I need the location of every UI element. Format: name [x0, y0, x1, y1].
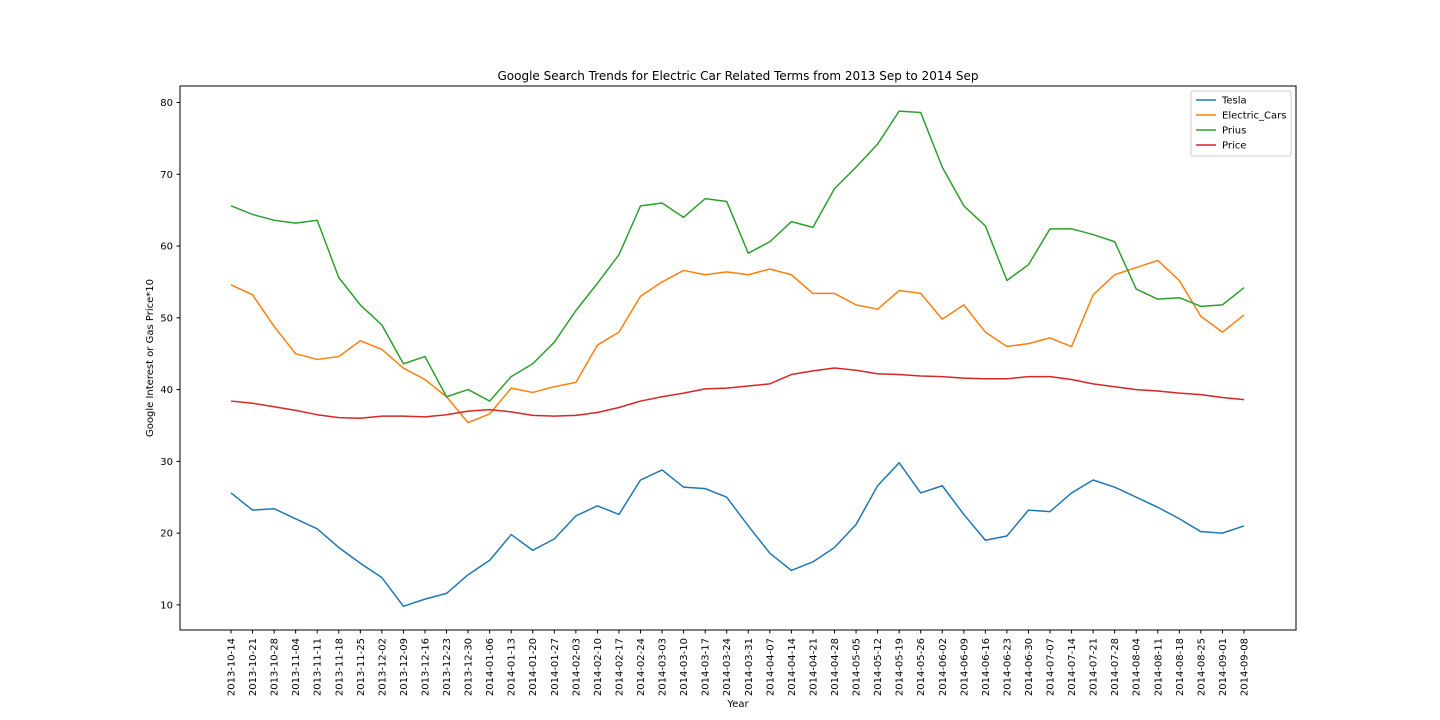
x-tick-label: 2013-12-23 — [442, 638, 453, 696]
y-tick-label: 60 — [160, 242, 173, 253]
x-tick-label: 2013-11-11 — [313, 638, 324, 696]
x-tick-label: 2014-09-08 — [1240, 638, 1251, 696]
x-axis: 2013-10-14 2013-10-21 2013-10-28 2013-11-04… — [227, 630, 1251, 696]
x-tick-label: 2014-08-18 — [1175, 638, 1186, 696]
y-tick-label: 70 — [160, 170, 173, 181]
y-tick-label: 80 — [160, 98, 173, 109]
x-tick-label: 2014-06-02 — [938, 638, 949, 696]
x-tick-label: 2014-04-14 — [787, 638, 798, 696]
y-tick-label: 20 — [160, 529, 173, 540]
x-tick-label: 2014-08-04 — [1132, 638, 1143, 696]
x-tick-label: 2014-03-03 — [658, 638, 669, 696]
series-layer — [230, 110, 1245, 608]
x-tick-label: 2014-07-28 — [1110, 638, 1121, 696]
y-axis: 10 20 30 40 50 60 70 80 — [160, 98, 180, 611]
x-tick-label: 2014-07-21 — [1089, 638, 1100, 696]
x-tick-label: 2014-02-24 — [636, 638, 647, 696]
x-tick-label: 2014-04-28 — [830, 638, 841, 696]
series-line-tesla — [230, 462, 1245, 608]
x-tick-label: 2014-03-31 — [744, 638, 755, 696]
x-tick-label: 2014-04-21 — [808, 638, 819, 696]
x-tick-label: 2013-12-16 — [420, 638, 431, 696]
x-tick-label: 2014-04-07 — [765, 638, 776, 696]
x-tick-label: 2014-01-20 — [528, 638, 539, 696]
x-tick-label: 2014-05-26 — [916, 638, 927, 696]
x-tick-label: 2014-06-30 — [1024, 638, 1035, 696]
series-line-prius — [230, 110, 1245, 402]
chart-title: Google Search Trends for Electric Car Re… — [497, 69, 978, 83]
x-tick-label: 2014-02-17 — [614, 638, 625, 696]
x-axis-title: Year — [726, 699, 749, 710]
x-tick-label: 2014-07-07 — [1046, 638, 1057, 696]
x-tick-label: 2014-03-17 — [701, 638, 712, 696]
x-tick-label: 2014-07-14 — [1067, 638, 1078, 696]
x-tick-label: 2014-06-23 — [1002, 638, 1013, 696]
x-tick-label: 2014-09-01 — [1218, 638, 1229, 696]
x-tick-label: 2013-12-30 — [464, 638, 475, 696]
y-axis-title: Google Interest or Gas Price*10 — [145, 279, 156, 437]
x-tick-label: 2014-05-19 — [895, 638, 906, 696]
x-tick-label: 2014-03-10 — [679, 638, 690, 696]
y-tick-label: 10 — [160, 600, 173, 611]
x-tick-label: 2013-11-18 — [334, 638, 345, 696]
x-tick-label: 2013-11-04 — [291, 638, 302, 696]
legend-label: Tesla — [1221, 96, 1247, 107]
series-line-price — [230, 367, 1245, 420]
x-tick-label: 2014-06-09 — [959, 638, 970, 696]
x-tick-label: 2014-02-10 — [593, 638, 604, 696]
x-tick-label: 2014-08-11 — [1153, 638, 1164, 696]
x-tick-label: 2013-12-02 — [377, 638, 388, 696]
x-tick-label: 2014-01-27 — [550, 638, 561, 696]
x-tick-label: 2013-10-21 — [248, 638, 259, 696]
x-tick-label: 2014-08-25 — [1196, 638, 1207, 696]
plot-frame — [179, 85, 1297, 631]
y-tick-label: 50 — [160, 313, 173, 324]
x-tick-label: 2013-10-14 — [227, 638, 238, 696]
legend-label: Electric_Cars — [1222, 111, 1287, 122]
x-tick-label: 2013-12-09 — [399, 638, 410, 696]
x-tick-label: 2014-05-12 — [873, 638, 884, 696]
y-tick-label: 40 — [160, 385, 173, 396]
x-tick-label: 2013-10-28 — [270, 638, 281, 696]
x-tick-label: 2014-02-03 — [571, 638, 582, 696]
series-line-electric-cars — [230, 259, 1245, 424]
x-tick-label: 2014-01-06 — [485, 638, 496, 696]
legend-label: Prius — [1222, 126, 1246, 137]
x-tick-label: 2014-01-13 — [507, 638, 518, 696]
x-tick-label: 2014-05-05 — [852, 638, 863, 696]
legend-box — [1190, 90, 1292, 157]
legend: Tesla Electric_Cars Prius Price — [1190, 90, 1292, 157]
x-tick-label: 2013-11-25 — [356, 638, 367, 696]
x-tick-label: 2014-06-16 — [981, 638, 992, 696]
x-tick-label: 2014-03-24 — [722, 638, 733, 696]
legend-label: Price — [1222, 141, 1246, 152]
y-tick-label: 30 — [160, 457, 173, 468]
